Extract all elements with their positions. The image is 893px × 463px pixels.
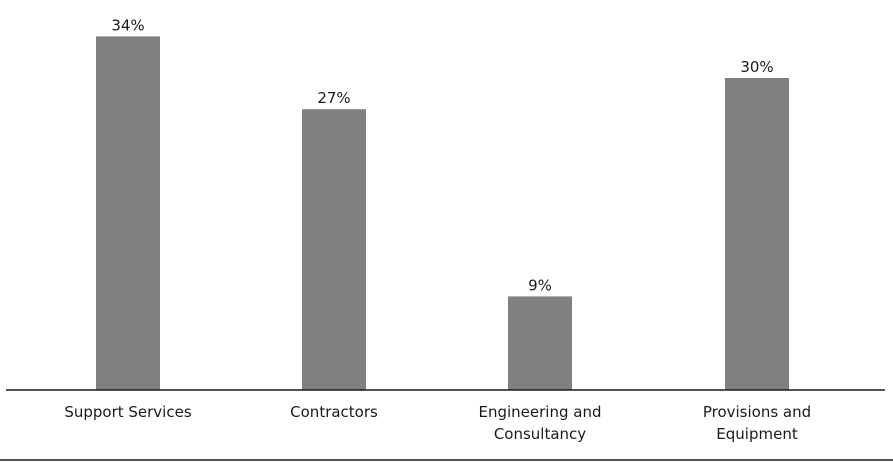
category-label-1: Support Services	[64, 403, 192, 421]
bar-2	[302, 109, 366, 390]
category-label-4: Provisions and Equipment	[703, 403, 811, 443]
value-label-3: 9%	[528, 276, 552, 294]
category-label-line: Equipment	[716, 425, 798, 443]
bar-3	[508, 296, 572, 390]
value-label-1: 34%	[111, 16, 144, 34]
category-label-line: Consultancy	[494, 425, 586, 443]
bar-1	[96, 36, 160, 391]
value-label-4: 30%	[740, 58, 773, 76]
value-label-group: 34% 27% 9% 30%	[111, 16, 773, 294]
category-label-line: Support Services	[64, 403, 192, 421]
bar-4	[725, 78, 789, 390]
category-label-2: Contractors	[290, 403, 378, 421]
bar-group	[96, 36, 789, 391]
category-label-group: Support Services Contractors Engineering a…	[64, 403, 811, 443]
category-label-line: Engineering and	[479, 403, 602, 421]
category-label-3: Engineering and Consultancy	[479, 403, 602, 443]
category-label-line: Provisions and	[703, 403, 811, 421]
category-label-line: Contractors	[290, 403, 378, 421]
value-label-2: 27%	[317, 89, 350, 107]
